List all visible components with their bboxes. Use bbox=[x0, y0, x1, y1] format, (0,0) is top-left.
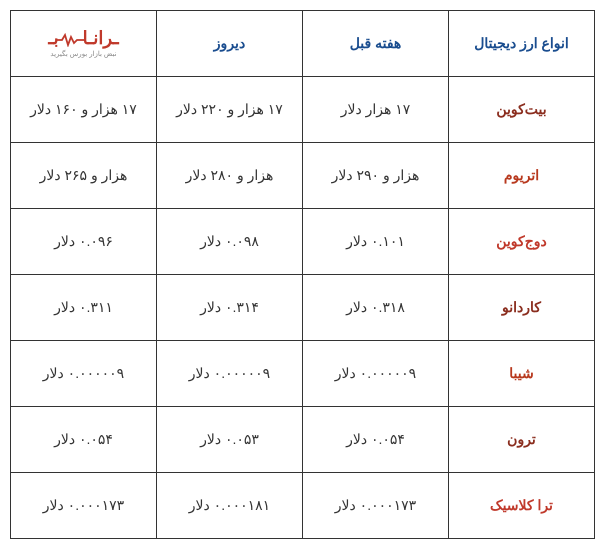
heartbeat-icon bbox=[57, 33, 85, 47]
table-row: شیبا۰.۰۰۰۰۰۹ دلار۰.۰۰۰۰۰۹ دلار۰.۰۰۰۰۰۹ د… bbox=[11, 341, 595, 407]
price-today: ۰.۰۵۴ دلار bbox=[11, 407, 157, 473]
table-body: بیت‌کوین۱۷ هزار دلار۱۷ هزار و ۲۲۰ دلار۱۷… bbox=[11, 77, 595, 539]
crypto-name: دوج‌کوین bbox=[449, 209, 595, 275]
brand-logo: ـرانـابـ نبض بازار بورس بگیرید bbox=[48, 28, 118, 58]
col-header-yesterday: دیروز bbox=[157, 11, 303, 77]
price-week: ۰.۳۱۸ دلار bbox=[303, 275, 449, 341]
table-row: ترون۰.۰۵۴ دلار۰.۰۵۳ دلار۰.۰۵۴ دلار bbox=[11, 407, 595, 473]
crypto-name: شیبا bbox=[449, 341, 595, 407]
col-header-type: انواع ارز دیجیتال bbox=[449, 11, 595, 77]
crypto-name: ترون bbox=[449, 407, 595, 473]
price-week: ۰.۰۵۴ دلار bbox=[303, 407, 449, 473]
price-today: هزار و ۲۶۵ دلار bbox=[11, 143, 157, 209]
col-header-today: ـرانـابـ نبض بازار بورس بگیرید bbox=[11, 11, 157, 77]
table-row: بیت‌کوین۱۷ هزار دلار۱۷ هزار و ۲۲۰ دلار۱۷… bbox=[11, 77, 595, 143]
header-row: انواع ارز دیجیتال هفته قبل دیروز ـرانـاب… bbox=[11, 11, 595, 77]
table-row: ترا کلاسیک۰.۰۰۰۱۷۳ دلار۰.۰۰۰۱۸۱ دلار۰.۰۰… bbox=[11, 473, 595, 539]
price-week: ۱۷ هزار دلار bbox=[303, 77, 449, 143]
price-today: ۰.۳۱۱ دلار bbox=[11, 275, 157, 341]
logo-subtitle: نبض بازار بورس بگیرید bbox=[48, 50, 118, 58]
crypto-name: اتریوم bbox=[449, 143, 595, 209]
table-row: کاردانو۰.۳۱۸ دلار۰.۳۱۴ دلار۰.۳۱۱ دلار bbox=[11, 275, 595, 341]
price-today: ۰.۰۹۶ دلار bbox=[11, 209, 157, 275]
crypto-name: ترا کلاسیک bbox=[449, 473, 595, 539]
price-yesterday: ۰.۰۰۰۰۰۹ دلار bbox=[157, 341, 303, 407]
col-header-week: هفته قبل bbox=[303, 11, 449, 77]
price-week: ۰.۱۰۱ دلار bbox=[303, 209, 449, 275]
price-yesterday: ۰.۰۵۳ دلار bbox=[157, 407, 303, 473]
crypto-price-table-wrap: انواع ارز دیجیتال هفته قبل دیروز ـرانـاب… bbox=[10, 10, 595, 539]
price-yesterday: ۱۷ هزار و ۲۲۰ دلار bbox=[157, 77, 303, 143]
table-row: اتریومهزار و ۲۹۰ دلارهزار و ۲۸۰ دلارهزار… bbox=[11, 143, 595, 209]
crypto-price-table: انواع ارز دیجیتال هفته قبل دیروز ـرانـاب… bbox=[10, 10, 595, 539]
price-week: ۰.۰۰۰۱۷۳ دلار bbox=[303, 473, 449, 539]
crypto-name: کاردانو bbox=[449, 275, 595, 341]
price-yesterday: ۰.۰۹۸ دلار bbox=[157, 209, 303, 275]
price-today: ۱۷ هزار و ۱۶۰ دلار bbox=[11, 77, 157, 143]
table-row: دوج‌کوین۰.۱۰۱ دلار۰.۰۹۸ دلار۰.۰۹۶ دلار bbox=[11, 209, 595, 275]
price-yesterday: هزار و ۲۸۰ دلار bbox=[157, 143, 303, 209]
price-week: ۰.۰۰۰۰۰۹ دلار bbox=[303, 341, 449, 407]
price-week: هزار و ۲۹۰ دلار bbox=[303, 143, 449, 209]
price-yesterday: ۰.۳۱۴ دلار bbox=[157, 275, 303, 341]
price-today: ۰.۰۰۰۱۷۳ دلار bbox=[11, 473, 157, 539]
logo-text-left: ـرانـا bbox=[83, 28, 119, 48]
price-today: ۰.۰۰۰۰۰۹ دلار bbox=[11, 341, 157, 407]
crypto-name: بیت‌کوین bbox=[449, 77, 595, 143]
price-yesterday: ۰.۰۰۰۱۸۱ دلار bbox=[157, 473, 303, 539]
logo-text: ـرانـابـ bbox=[48, 31, 118, 47]
